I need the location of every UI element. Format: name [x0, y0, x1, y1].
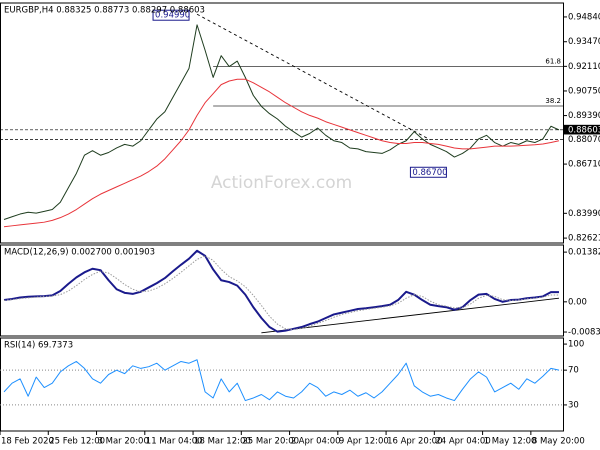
- x-tick-label: 18 Feb 2020: [1, 437, 54, 447]
- series-line: [3, 24, 560, 220]
- trendline: [261, 297, 560, 334]
- x-tick-label: 18 Mar 12:00: [194, 437, 251, 447]
- y-tick-label: -0.008397: [568, 328, 600, 338]
- price-label: 0.88070: [568, 135, 600, 145]
- fib-label: 38.2: [545, 97, 561, 105]
- panel-title: MACD(12,26,9) 0.002700 0.001903: [4, 248, 155, 258]
- price-label-box: [564, 134, 600, 145]
- x-tick-label: 24 Apr 04:00: [435, 437, 490, 447]
- y-tick-label: 0.013821: [568, 248, 600, 258]
- series-line: [3, 255, 559, 331]
- x-tick-label: 1 May 12:00: [484, 437, 537, 447]
- y-tick-label: 30: [568, 400, 579, 410]
- x-tick-label: 25 Mar 20:00: [242, 437, 299, 447]
- y-tick-label: 70: [568, 366, 579, 376]
- y-tick-label: 0.82621: [568, 234, 600, 244]
- panel-frame: [0, 244, 564, 337]
- y-tick-label: 100: [568, 340, 584, 350]
- panel-frame: [0, 2, 564, 244]
- x-tick-label: 16 Apr 20:00: [387, 437, 442, 447]
- trendline: [196, 13, 431, 141]
- series-line: [3, 78, 560, 228]
- y-tick-label: 0.90750: [568, 86, 600, 96]
- annotation-label: 0.86700: [412, 168, 447, 178]
- x-tick-label: 8 May 20:00: [532, 437, 585, 447]
- x-tick-label: 3 Mar 20:00: [98, 437, 149, 447]
- panel-title: EURGBP,H4 0.88325 0.88773 0.88297 0.8860…: [4, 6, 205, 16]
- x-tick-label: 9 Apr 12:00: [339, 437, 389, 447]
- price-label-box: [564, 124, 600, 135]
- panel-title: RSI(14) 69.7373: [4, 341, 73, 351]
- x-tick-label: 2 Apr 04:00: [291, 437, 341, 447]
- x-tick-label: 25 Feb 12:00: [49, 437, 105, 447]
- price-label: 0.88603: [568, 125, 600, 135]
- y-tick-label: 0.89390: [568, 111, 600, 121]
- y-tick-label: 0.00: [568, 297, 587, 307]
- series-line: [3, 359, 560, 402]
- y-tick-label: 0.83990: [568, 209, 600, 219]
- y-tick-label: 0.92110: [568, 62, 600, 72]
- y-tick-label: 0.86710: [568, 160, 600, 170]
- fib-label: 61.8: [545, 57, 561, 65]
- panel-frame: [0, 337, 564, 432]
- watermark: ActionForex.com: [211, 173, 352, 193]
- y-tick-label: 0.94840: [568, 12, 600, 22]
- x-tick-label: 11 Mar 04:00: [146, 437, 203, 447]
- annotation-label: 0.94990: [155, 11, 190, 21]
- annotation-box: [409, 166, 447, 178]
- y-tick-label: 0.93470: [568, 37, 600, 47]
- annotation-box: [152, 9, 190, 21]
- series-line: [3, 249, 559, 333]
